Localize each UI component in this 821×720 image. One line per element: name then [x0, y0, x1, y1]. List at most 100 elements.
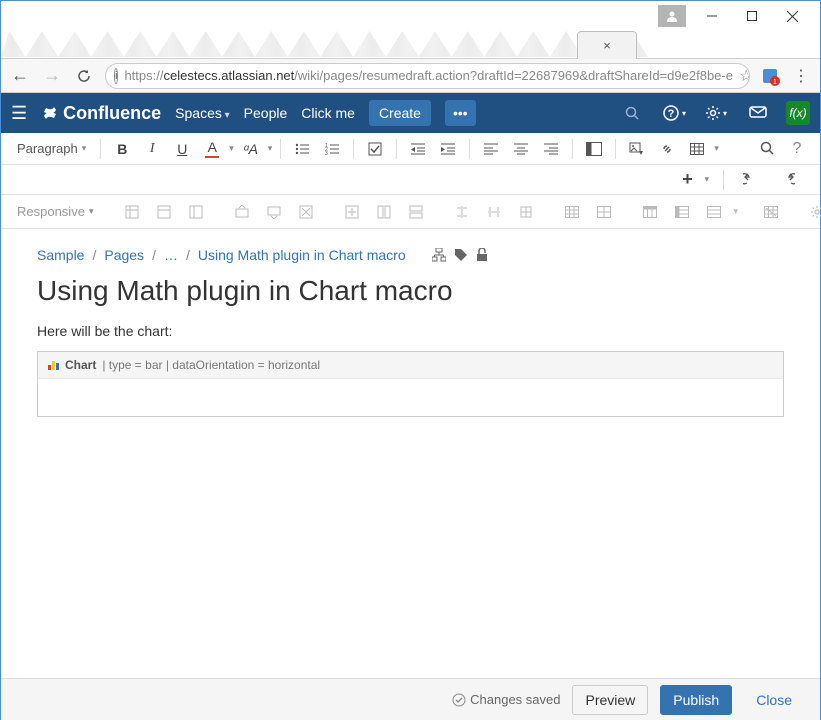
nav-clickme[interactable]: Click me — [301, 105, 355, 121]
page-title[interactable]: Using Math plugin in Chart macro — [37, 275, 784, 307]
tbl-btn-13[interactable] — [559, 199, 585, 225]
browser-toolbar: ← → i https://celestecs.atlassian.net/wi… — [1, 59, 820, 93]
responsive-dropdown[interactable]: Responsive — [11, 204, 99, 219]
find-button[interactable] — [754, 136, 780, 162]
macro-name: Chart — [65, 358, 96, 372]
breadcrumb: Sample / Pages / … / Using Math plugin i… — [37, 247, 784, 263]
align-center-button[interactable] — [508, 136, 534, 162]
breadcrumb-ellipsis[interactable]: … — [164, 247, 178, 263]
tbl-btn-3[interactable] — [183, 199, 209, 225]
tbl-btn-2[interactable] — [151, 199, 177, 225]
minimize-button[interactable] — [692, 2, 732, 30]
link-button[interactable] — [654, 136, 680, 162]
tbl-btn-12[interactable] — [513, 199, 539, 225]
text-color-button[interactable]: A — [199, 136, 225, 162]
reload-button[interactable] — [73, 65, 95, 87]
tbl-btn-8[interactable] — [371, 199, 397, 225]
editor-content: Sample / Pages / … / Using Math plugin i… — [1, 229, 820, 435]
tbl-btn-18[interactable] — [758, 199, 784, 225]
tab-strip: × — [1, 31, 820, 59]
notifications-icon[interactable] — [744, 106, 772, 120]
macro-params: | type = bar | dataOrientation = horizon… — [102, 358, 320, 372]
forward-button[interactable]: → — [41, 65, 63, 87]
tbl-btn-5[interactable] — [261, 199, 287, 225]
publish-button[interactable]: Publish — [660, 685, 732, 715]
nav-spaces[interactable]: Spaces — [175, 105, 230, 121]
task-list-button[interactable] — [362, 136, 388, 162]
insert-plus-button[interactable]: + — [674, 167, 700, 193]
url-bar[interactable]: i https://celestecs.atlassian.net/wiki/p… — [105, 63, 750, 89]
more-format-button[interactable]: ᵅA — [238, 136, 264, 162]
svg-text:3: 3 — [325, 151, 328, 155]
tbl-btn-10[interactable] — [449, 199, 475, 225]
chart-icon — [48, 360, 59, 370]
url-text: https://celestecs.atlassian.net/wiki/pag… — [124, 68, 733, 83]
bullet-list-button[interactable] — [289, 136, 315, 162]
outdent-button[interactable] — [405, 136, 431, 162]
nav-people[interactable]: People — [244, 105, 288, 121]
tbl-btn-9[interactable] — [403, 199, 429, 225]
underline-button[interactable]: U — [169, 136, 195, 162]
create-button[interactable]: Create — [369, 100, 431, 126]
chart-macro[interactable]: Chart | type = bar | dataOrientation = h… — [37, 351, 784, 417]
page-layout-button[interactable] — [581, 136, 607, 162]
tbl-btn-7[interactable] — [339, 199, 365, 225]
confluence-logo[interactable]: Confluence — [41, 103, 161, 124]
close-button[interactable]: Close — [744, 686, 804, 714]
italic-button[interactable]: I — [139, 136, 165, 162]
tbl-btn-17[interactable] — [701, 199, 727, 225]
close-window-button[interactable] — [772, 2, 812, 30]
preview-button[interactable]: Preview — [572, 685, 648, 715]
tbl-btn-15[interactable] — [637, 199, 663, 225]
tbl-btn-4[interactable] — [229, 199, 255, 225]
page-tree-icon[interactable] — [432, 248, 446, 262]
breadcrumb-sample[interactable]: Sample — [37, 247, 84, 263]
browser-menu-icon[interactable]: ⋮ — [790, 65, 812, 87]
table-toolbar: Responsive ▾ — [1, 195, 820, 229]
back-button[interactable]: ← — [9, 65, 31, 87]
breadcrumb-current[interactable]: Using Math plugin in Chart macro — [198, 247, 406, 263]
bold-button[interactable]: B — [109, 136, 135, 162]
intro-text[interactable]: Here will be the chart: — [37, 323, 784, 339]
indent-button[interactable] — [435, 136, 461, 162]
fx-plugin-icon[interactable]: f(x) — [786, 101, 810, 125]
insert-toolbar: + ▾ — [1, 165, 820, 195]
restrictions-icon[interactable] — [476, 248, 488, 262]
settings-icon[interactable]: ▾ — [702, 105, 730, 121]
macro-body[interactable] — [38, 378, 783, 416]
window-titlebar — [1, 1, 820, 31]
align-left-button[interactable] — [478, 136, 504, 162]
image-button[interactable] — [624, 136, 650, 162]
redo-button[interactable] — [774, 167, 800, 193]
search-icon[interactable] — [618, 106, 646, 121]
number-list-button[interactable]: 123 — [319, 136, 345, 162]
save-status: Changes saved — [452, 692, 560, 707]
table-button[interactable] — [684, 136, 710, 162]
user-icon[interactable] — [658, 5, 686, 27]
extension-icon[interactable]: 1 — [760, 66, 780, 86]
site-info-icon[interactable]: i — [114, 68, 118, 84]
confluence-header: ☰ Confluence Spaces People Click me Crea… — [1, 93, 820, 133]
undo-button[interactable] — [738, 167, 764, 193]
tbl-btn-11[interactable] — [481, 199, 507, 225]
star-icon[interactable]: ☆ — [739, 66, 750, 86]
help-icon[interactable]: ?▾ — [660, 104, 688, 122]
align-right-button[interactable] — [538, 136, 564, 162]
paragraph-dropdown[interactable]: Paragraph — [11, 141, 92, 156]
tbl-btn-1[interactable] — [119, 199, 145, 225]
active-tab[interactable]: × — [577, 31, 637, 59]
svg-text:?: ? — [668, 108, 675, 120]
tab-close-icon[interactable]: × — [603, 38, 611, 53]
create-more-button[interactable]: ••• — [445, 100, 476, 126]
tbl-btn-6[interactable] — [293, 199, 319, 225]
tbl-settings-button[interactable] — [804, 199, 821, 225]
tbl-btn-16[interactable] — [669, 199, 695, 225]
breadcrumb-pages[interactable]: Pages — [104, 247, 144, 263]
editor-help-button[interactable]: ? — [784, 136, 810, 162]
app-switcher-icon[interactable]: ☰ — [11, 103, 27, 124]
macro-header: Chart | type = bar | dataOrientation = h… — [38, 352, 783, 378]
tbl-btn-14[interactable] — [591, 199, 617, 225]
labels-icon[interactable] — [454, 248, 468, 262]
editor-footer: Changes saved Preview Publish Close — [1, 678, 820, 720]
maximize-button[interactable] — [732, 2, 772, 30]
